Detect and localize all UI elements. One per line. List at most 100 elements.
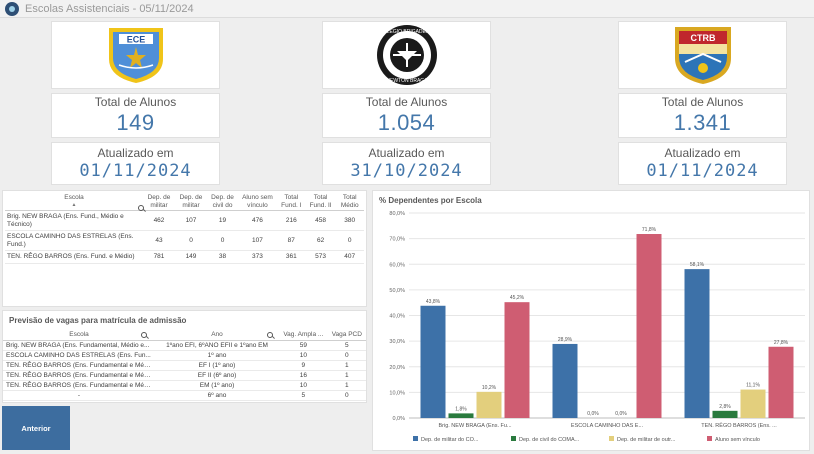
table-cell: 10 [279,380,328,391]
vacancy-table-title: Previsão de vagas para matrícula de admi… [9,316,187,325]
column-header[interactable]: Aluno sem vínculo [238,193,277,211]
column-header-ano[interactable]: Ano [155,329,279,341]
column-header[interactable]: Total Fund. II [305,193,336,211]
table-row[interactable]: - 6º ano 5 0 [3,390,366,401]
column-header[interactable]: Dep. de militar [175,193,207,211]
page-title: Escolas Assistenciais - 05/11/2024 [25,2,194,15]
updated-date-card-newton-braga: Atualizado em 31/10/2024 [322,142,491,185]
kpi-value: 149 [116,110,155,135]
vacancy-table-header: Escola Ano Vag. Ampla ... Vaga PCD [3,329,366,341]
ctrb-crest-icon: CTRB [674,27,731,84]
search-icon[interactable] [267,332,273,338]
school-logo-card-ece: ECE [51,21,220,89]
search-icon[interactable] [141,332,147,338]
dependents-bar-chart: 0,0% 10,0% 20,0% 30,0% 40,0% 50,0% 60,0% 70,0% 8… [389,211,805,443]
kpi-label: Atualizado em [664,146,741,160]
table-row[interactable]: TEN. RÊGO BARROS (Ens. Fundamental e Méd… [3,370,366,381]
total-students-card-ece: Total de Alunos 149 [51,93,220,138]
table-cell: 476 [238,210,277,231]
table-cell: 216 [276,210,306,231]
updated-date-card-ece: Atualizado em 01/11/2024 [51,142,220,185]
sort-arrow-icon: ▲ [71,201,77,208]
chart-bar [636,234,662,418]
column-header[interactable]: Total Médio [335,193,364,211]
kpi-value: 1.054 [377,110,436,135]
table-cell: 149 [175,250,207,264]
table-cell: 87 [276,230,306,251]
legend-label: Dep. de civil do COMA... [519,437,580,443]
table-cell: 0 [327,390,366,401]
x-tick-label: ESCOLA CAMINHO DAS E... [571,423,644,429]
chart-bar [420,305,446,418]
school-logo-card-newton-braga: COLÉGIO BRIGADEIRO NEWTON BRAGA [322,21,491,89]
data-label: 11,1% [746,383,760,389]
table-cell: 462 [143,210,175,231]
table-cell: 1º ano [155,350,279,361]
table-cell: 380 [335,210,364,231]
column-header[interactable]: Total Fund. I [276,193,306,211]
y-tick-label: 50,0% [389,288,405,294]
svg-text:COLÉGIO BRIGADEIRO: COLÉGIO BRIGADEIRO [379,28,435,35]
data-label: 45,2% [510,295,525,301]
table-cell: 107 [238,230,277,251]
table-cell: 107 [175,210,207,231]
table-cell: 373 [238,250,277,264]
table-row[interactable]: Brig. NEW BRAGA (Ens. Fundamental, Médio… [3,340,366,351]
previous-button[interactable]: Anterior [2,406,70,450]
legend-swatch [609,436,614,441]
table-cell: EF II (6º ano) [155,370,279,381]
data-label: 43,8% [426,299,441,305]
table-row[interactable]: Brig. NEW BRAGA (Ens. Fund., Médio e Téc… [5,210,364,231]
chart-bar [740,389,766,418]
x-tick-label: Brig. NEW BRAGA (Ens. Fu... [438,423,512,429]
data-label: 58,1% [690,262,705,268]
svg-text:NEWTON BRAGA: NEWTON BRAGA [386,78,428,84]
table-cell: EF I (1º ano) [155,360,279,371]
total-students-card-newton-braga: Total de Alunos 1.054 [322,93,491,138]
search-icon[interactable] [138,205,144,211]
kpi-label: Total de Alunos [365,95,448,109]
column-header[interactable]: Dep. de civil do [207,193,239,211]
table-row[interactable]: TEN. RÊGO BARROS (Ens. Fundamental e Méd… [3,360,366,371]
data-label: 0,0% [587,411,599,417]
y-tick-label: 10,0% [389,390,405,396]
table-row[interactable]: ESCOLA CAMINHO DAS ESTRELAS (Ens. Fun...… [3,350,366,361]
table-cell: ESCOLA CAMINHO DAS ESTRELAS (Ens. Fund.) [5,230,143,251]
app-logo-icon [5,1,19,16]
table-cell: 573 [305,250,336,264]
table-cell: 1 [327,370,366,381]
y-tick-label: 30,0% [389,339,405,345]
column-header-escola[interactable]: Escola [3,329,155,341]
table-row[interactable]: ESCOLA CAMINHO DAS ESTRELAS (Ens. Fund.)… [5,230,364,251]
legend-label: Dep. de militar de outr... [617,437,676,443]
vacancy-table: Escola Ano Vag. Ampla ... Vaga PCD Brig.… [3,329,366,401]
table-cell: 1 [327,360,366,371]
kpi-value: 1.341 [673,110,732,135]
column-header[interactable]: Dep. de militar [143,193,175,211]
ece-crest-icon: ECE [108,28,163,83]
table-row[interactable]: TEN. RÊGO BARROS (Ens. Fund. e Médio) 78… [5,250,364,264]
table-cell: 361 [276,250,306,264]
table-cell: 458 [305,210,336,231]
table-cell: 59 [279,340,328,351]
column-header[interactable]: Vag. Ampla ... [279,329,328,341]
table-cell: 38 [207,250,239,264]
table-cell: 1ºano EFI, 6ºANO EFII e 1ºano EM [155,340,279,351]
y-tick-label: 0,0% [392,416,405,422]
table-cell: 0 [207,230,239,251]
table-cell: 9 [279,360,328,371]
table-cell: ESCOLA CAMINHO DAS ESTRELAS (Ens. Fun... [3,350,155,361]
y-tick-label: 60,0% [389,262,405,268]
table-cell: TEN. RÊGO BARROS (Ens. Fundamental e Méd… [3,360,155,371]
data-label: 1,8% [455,406,467,412]
kpi-label: Total de Alunos [94,95,177,109]
kpi-value: 31/10/2024 [350,161,463,181]
column-header-escola[interactable]: Escola ▲ [5,193,144,211]
table-row[interactable]: TEN. RÊGO BARROS (Ens. Fundamental e Méd… [3,380,366,391]
school-logo-card-ctrb: CTRB [618,21,787,89]
table-cell: Brig. NEW BRAGA (Ens. Fundamental, Médio… [3,340,155,351]
data-label: 10,2% [482,385,497,391]
y-tick-label: 80,0% [389,211,405,217]
column-header[interactable]: Vaga PCD [327,329,366,341]
legend-label: Dep. de militar do CO... [421,437,479,443]
